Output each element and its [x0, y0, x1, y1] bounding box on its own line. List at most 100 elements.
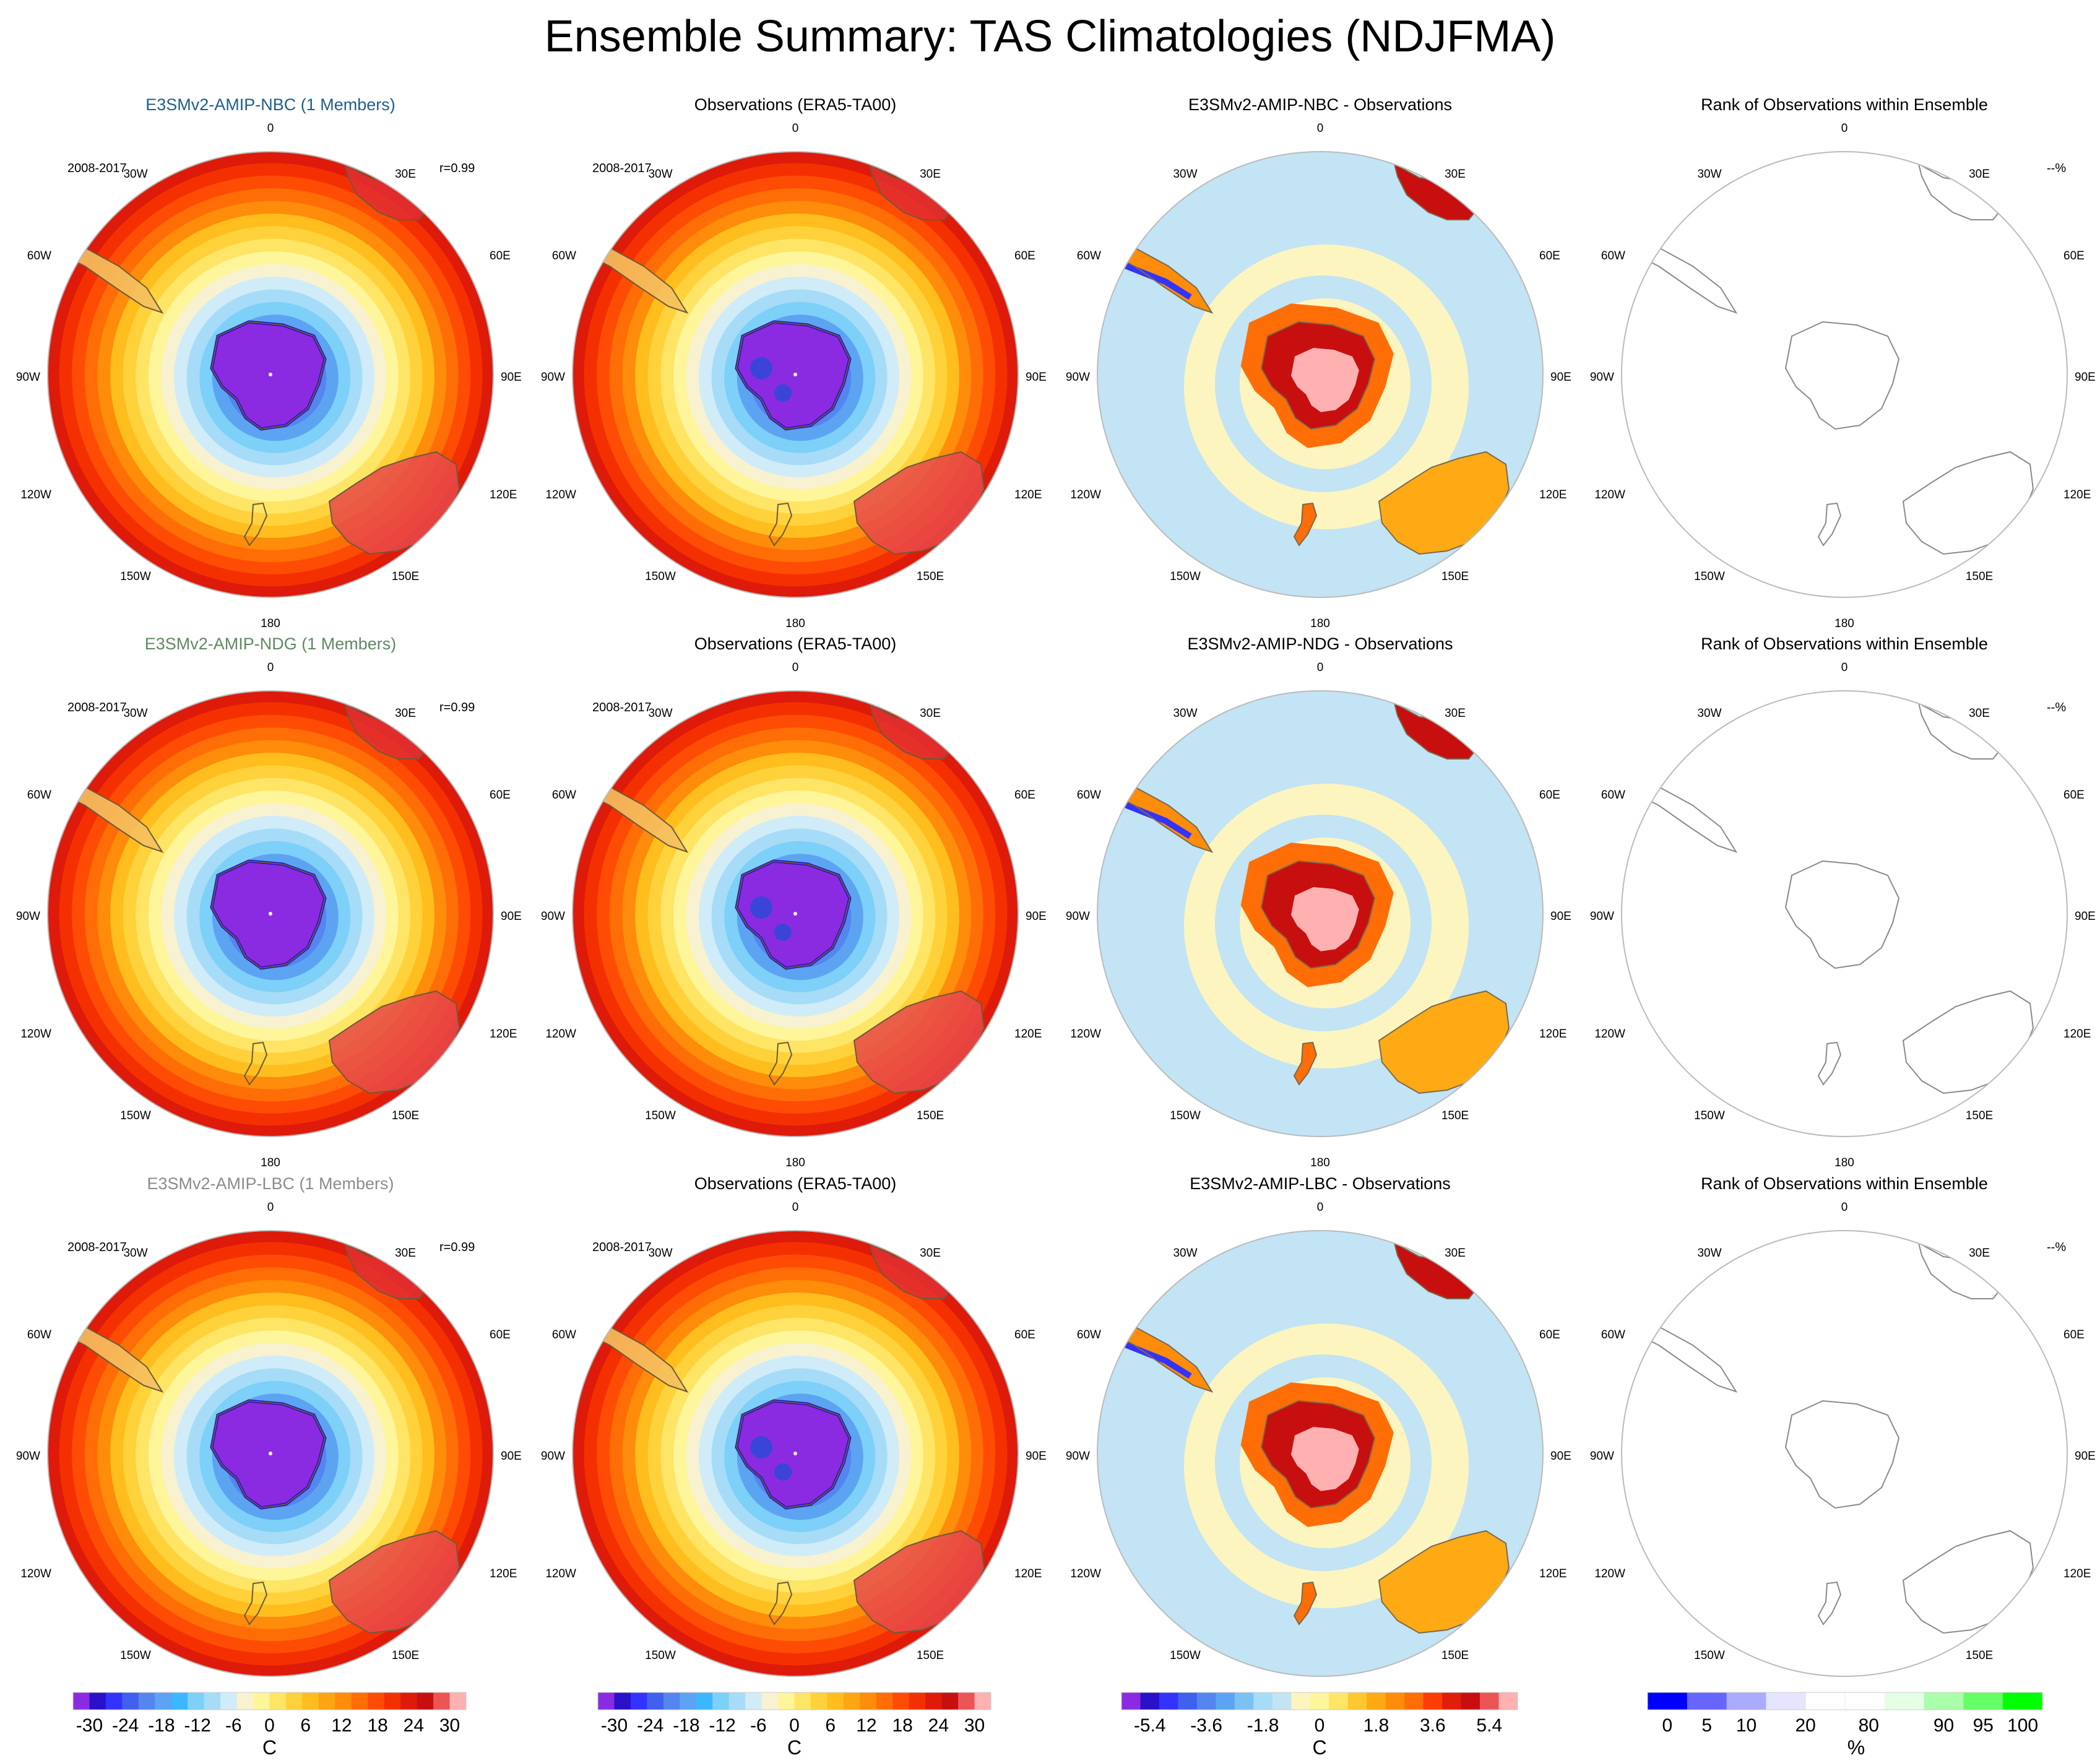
map-border	[1621, 151, 2068, 598]
africa-land	[345, 164, 431, 220]
africa-land	[870, 164, 956, 220]
map-area	[1622, 152, 2067, 597]
colorbar-tick-label: -30	[76, 1715, 103, 1736]
difference-panel-title: E3SMv2-AMIP-LBC - Observations	[1190, 1174, 1451, 1193]
colorbar-swatch	[302, 1692, 319, 1710]
colorbar-tick-label: 24	[928, 1715, 949, 1736]
colorbar-tick-label: 5.4	[1476, 1715, 1502, 1736]
colorbar-tick-label: -5.4	[1134, 1715, 1166, 1736]
colorbar-tick-label: 0	[1315, 1715, 1325, 1736]
new-zealand-outline	[243, 1041, 268, 1086]
lon-label-right-high: 60E	[490, 1328, 511, 1341]
lon-label-bottom: 180	[261, 617, 280, 630]
colorbar-swatch	[236, 1692, 254, 1710]
lon-label-bottom: 180	[785, 617, 805, 630]
lon-label-left-high: 60W	[27, 789, 51, 802]
australia-land	[329, 452, 459, 554]
colorbar-swatch	[1272, 1692, 1292, 1710]
lon-label-right-low: 120E	[1014, 1567, 1042, 1580]
antarctica-outline	[210, 860, 326, 969]
colorbar-tick-label: 80	[1859, 1715, 1879, 1736]
colorbar-swatch	[1140, 1692, 1160, 1710]
colorbar-swatch	[810, 1692, 827, 1710]
rank-background	[1622, 152, 2067, 597]
colorbar-tick-label: 100	[2007, 1715, 2038, 1736]
lon-label-right-high: 60E	[2063, 1328, 2085, 1341]
lon-label-lower-right: 150E	[1441, 570, 1469, 583]
lon-label-left: 90W	[1590, 910, 1614, 923]
panel-row3-col3: E3SMv2-AMIP-LBC - Observations018030W30E…	[1066, 1174, 1571, 1709]
rank-value-label: --%	[2047, 162, 2066, 175]
colorbar-frame	[1121, 1692, 1518, 1710]
lon-label-upper-left: 30W	[1173, 1247, 1197, 1260]
new-zealand-outline	[243, 502, 268, 547]
lon-label-lower-right: 150E	[1966, 1649, 1993, 1662]
australia-land	[854, 1531, 984, 1633]
lon-label-left: 90W	[541, 371, 565, 384]
correlation-label: r=0.99	[439, 1241, 475, 1254]
colorbar-swatch	[105, 1692, 123, 1710]
cold-pocket	[750, 357, 772, 379]
lon-label-right-high: 60E	[2063, 789, 2085, 802]
cold-pocket	[774, 384, 792, 402]
lon-label-upper-right: 30E	[1969, 168, 1990, 181]
lon-label-left: 90W	[1066, 371, 1090, 384]
antarctica-outline	[210, 1400, 326, 1509]
lon-label-left-high: 60W	[27, 249, 51, 262]
colorbar-tick-label: -12	[184, 1715, 210, 1736]
colorbar-swatch	[89, 1692, 106, 1710]
lon-label-upper-left: 30W	[648, 707, 672, 720]
colorbar-tick-label: 0	[789, 1715, 800, 1736]
lon-label-left-low: 120W	[545, 1028, 576, 1041]
new-zealand-outline	[768, 1041, 793, 1086]
colorbar-tick-label: 12	[856, 1715, 876, 1736]
colorbar-swatch	[860, 1692, 877, 1710]
lon-label-right: 90E	[2075, 371, 2096, 384]
lon-label-lower-right: 150E	[1966, 1109, 1993, 1122]
colorbar-swatch	[1423, 1692, 1443, 1710]
colorbar-tick-label: -3.6	[1190, 1715, 1222, 1736]
colorbar-swatch	[761, 1692, 779, 1710]
lon-label-upper-left: 30W	[1173, 707, 1197, 720]
antarctica-outline	[1784, 321, 1900, 430]
colorbar-tick-label: -12	[709, 1715, 735, 1736]
lon-label-lower-right: 150E	[392, 570, 419, 583]
colorbar-swatch	[712, 1692, 730, 1710]
lon-label-upper-left: 30W	[1173, 168, 1197, 181]
colorbar-swatch	[1329, 1692, 1349, 1710]
colorbar-swatch	[285, 1692, 303, 1710]
antarctica-warm-bias-core	[1291, 887, 1359, 951]
colorbar-tick-label: -6	[225, 1715, 242, 1736]
colorbar-swatch	[1404, 1692, 1424, 1710]
lon-label-right-high: 60E	[490, 789, 511, 802]
cold-pocket	[750, 896, 772, 919]
pole-marker	[793, 373, 797, 376]
lon-label-lower-left: 150W	[1694, 1649, 1725, 1662]
antarctica-outline	[1784, 1400, 1900, 1509]
map-border	[1097, 690, 1544, 1137]
model-panel-title: E3SMv2-AMIP-NBC (1 Members)	[145, 95, 395, 114]
colorbar-swatch	[449, 1692, 467, 1710]
lon-label-lower-left: 150W	[1170, 570, 1201, 583]
colorbar-swatch	[417, 1692, 434, 1710]
colorbar-tick-label: -18	[148, 1715, 175, 1736]
lon-label-right: 90E	[1026, 910, 1047, 923]
lon-label-right-low: 120E	[1539, 488, 1566, 501]
lon-label-left-high: 60W	[1077, 789, 1101, 802]
colorbar-swatch	[253, 1692, 270, 1710]
model-panel-title: E3SMv2-AMIP-NDG (1 Members)	[145, 635, 397, 653]
lon-label-upper-right: 30E	[395, 168, 416, 181]
model-panel-title: E3SMv2-AMIP-LBC (1 Members)	[147, 1174, 394, 1193]
colorbar-swatch	[843, 1692, 860, 1710]
map-border	[572, 151, 1019, 598]
panel-row3-col1: E3SMv2-AMIP-LBC (1 Members)018030W30E60W…	[16, 1174, 522, 1709]
colorbar-tick-label: 18	[892, 1715, 912, 1736]
colorbar-swatch	[778, 1692, 795, 1710]
map-border	[47, 1230, 494, 1677]
map-area	[573, 1231, 1018, 1676]
colorbar-swatch	[974, 1692, 992, 1710]
colorbar-swatch	[1461, 1692, 1480, 1710]
lon-label-right-high: 60E	[1014, 789, 1035, 802]
lon-label-left-low: 120W	[20, 488, 51, 501]
lon-label-lower-left: 150W	[1694, 570, 1725, 583]
